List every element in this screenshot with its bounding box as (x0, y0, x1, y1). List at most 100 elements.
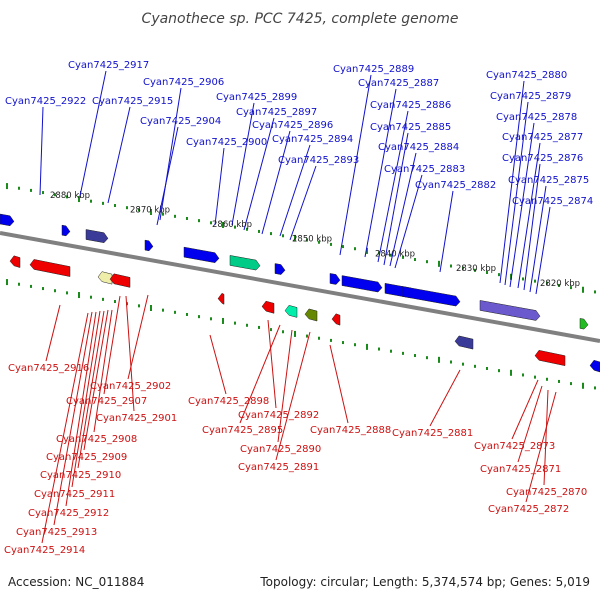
reverse-gene-label: Cyan7425_2908 (56, 434, 137, 445)
scale-label-kbp: 2840 kbp (375, 250, 415, 260)
forward-gene-label: Cyan7425_2915 (92, 96, 173, 107)
lower-tick (54, 289, 56, 293)
forward-gene-label: Cyan7425_2900 (186, 137, 267, 148)
reverse-gene-leader (209, 334, 227, 395)
upper-tick (66, 195, 68, 199)
lower-tick (318, 336, 320, 340)
gene-features: 2880 kbp 2870 kbp 2860 kbp 2850 kbp 2840 kbp… (0, 183, 600, 390)
upper-tick (270, 232, 272, 236)
reverse-gene-label: Cyan7425_2871 (480, 464, 561, 475)
upper-tick (378, 251, 380, 255)
reverse-gene-label: Cyan7425_2891 (238, 462, 319, 473)
scale-label-kbp: 2830 kbp (456, 264, 496, 274)
lower-tick (498, 369, 500, 373)
forward-gene-label: Cyan7425_2906 (143, 77, 224, 88)
upper-tick (534, 279, 536, 283)
lower-tick (306, 334, 308, 338)
forward-gene-leader (231, 102, 255, 226)
lower-tick (570, 382, 572, 386)
forward-gene-arrow (579, 318, 589, 330)
forward-gene-label: Cyan7425_2887 (358, 78, 439, 89)
reverse-gene-leader (329, 344, 349, 424)
reverse-gene-leader (511, 379, 539, 440)
forward-gene-leader (523, 163, 541, 291)
lower-tick (438, 356, 440, 363)
forward-gene-label: Cyan7425_2879 (490, 91, 571, 102)
lower-tick (378, 347, 380, 351)
lower-tick (474, 364, 476, 368)
lower-tick (198, 315, 200, 319)
reverse-gene-leader (41, 312, 89, 544)
forward-gene-arrow (274, 263, 286, 275)
lower-tick (66, 291, 68, 295)
forward-gene-label: Cyan7425_2885 (370, 122, 451, 133)
upper-tick (294, 234, 296, 241)
lower-tick (534, 375, 536, 379)
upper-tick (414, 258, 416, 262)
lower-tick (270, 328, 272, 332)
reverse-gene-label: Cyan7425_2872 (488, 504, 569, 515)
reverse-gene-leader (93, 309, 113, 433)
lower-tick (402, 351, 404, 355)
reverse-gene-leader (103, 295, 121, 395)
upper-tick (210, 221, 212, 225)
upper-tick (306, 238, 308, 242)
forward-gene-label: Cyan7425_2884 (378, 142, 459, 153)
upper-tick (462, 266, 464, 270)
forward-gene-leader (499, 80, 525, 284)
upper-tick (186, 216, 188, 220)
lower-tick (342, 341, 344, 345)
upper-tick (18, 186, 20, 190)
forward-gene-label: Cyan7425_2917 (68, 60, 149, 71)
lower-tick (222, 317, 224, 324)
forward-gene-leader (535, 206, 551, 295)
upper-tick (282, 234, 284, 238)
genome-backbone (0, 231, 600, 343)
lower-tick (90, 295, 92, 299)
upper-tick (174, 214, 176, 218)
upper-tick (366, 247, 368, 254)
forward-gene-label: Cyan7425_2882 (415, 180, 496, 191)
reverse-gene-leader (77, 310, 105, 469)
forward-gene-label: Cyan7425_2889 (333, 64, 414, 75)
forward-gene-label: Cyan7425_2922 (5, 96, 86, 107)
forward-gene-arrow (341, 275, 383, 293)
upper-tick (126, 206, 128, 210)
forward-gene-label: Cyan7425_2899 (216, 92, 297, 103)
upper-tick (474, 268, 476, 272)
lower-tick (18, 282, 20, 286)
upper-tick (594, 290, 596, 294)
reverse-gene-label: Cyan7425_2910 (40, 470, 121, 481)
forward-gene-label: Cyan7425_2874 (512, 196, 593, 207)
upper-tick (450, 264, 452, 268)
forward-gene-leader (504, 101, 529, 286)
forward-gene-leader (383, 132, 409, 266)
upper-tick (438, 260, 440, 267)
upper-tick (582, 286, 584, 293)
lower-tick (390, 349, 392, 353)
reverse-gene-label: Cyan7425_2892 (238, 410, 319, 421)
forward-gene-label: Cyan7425_2894 (272, 134, 353, 145)
reverse-gene-label: Cyan7425_2911 (34, 489, 115, 500)
forward-gene-leader (289, 165, 317, 241)
upper-tick (246, 227, 248, 231)
reverse-gene-label: Cyan7425_2888 (310, 425, 391, 436)
upper-tick (498, 273, 500, 277)
forward-gene-leader (509, 122, 535, 288)
genome-title: Cyanothece sp. PCC 7425, complete genome (142, 11, 459, 27)
reverse-gene-arrow (454, 335, 474, 350)
upper-tick (30, 188, 32, 192)
scale-label-kbp: 2870 kbp (130, 205, 170, 215)
reverse-gene-leader (65, 311, 97, 507)
reverse-gene-label: Cyan7425_2873 (474, 441, 555, 452)
lower-tick (462, 362, 464, 366)
scale-label-kbp: 2850 kbp (292, 235, 332, 245)
upper-tick (522, 277, 524, 281)
upper-tick (390, 253, 392, 257)
reverse-gene-leader (543, 389, 549, 486)
forward-gene-leader (389, 152, 417, 267)
reverse-gene-arrow (217, 292, 225, 305)
reverse-gene-leader (127, 294, 149, 380)
reverse-gene-label: Cyan7425_2907 (66, 396, 147, 407)
genome-summary-text: Topology: circular; Length: 5,374,574 bp… (259, 575, 590, 589)
